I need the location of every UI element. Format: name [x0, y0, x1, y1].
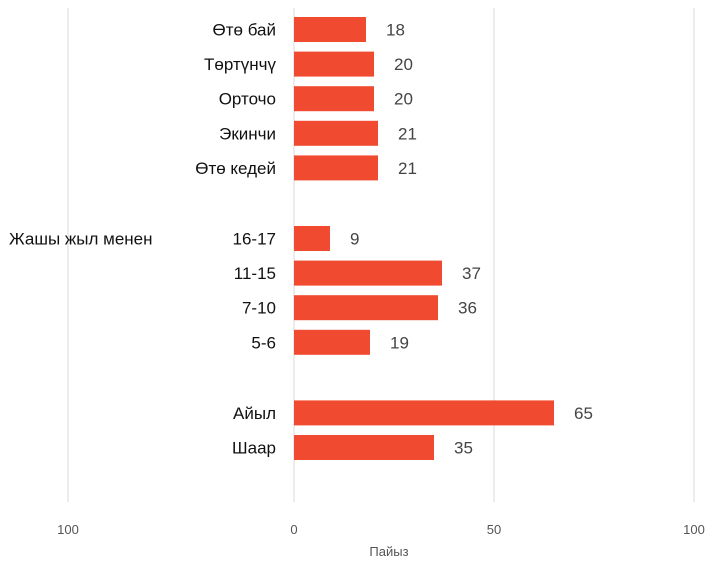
bar — [294, 17, 366, 42]
x-axis-ticks: 100 0 50 100 — [57, 522, 705, 537]
bar — [294, 51, 374, 77]
bar — [294, 120, 378, 146]
data-label: 19 — [390, 333, 409, 352]
data-label: 20 — [394, 55, 413, 74]
group-label: Жашы жыл менен — [9, 230, 153, 249]
category-label: Экинчи — [219, 124, 276, 143]
category-label: Шаар — [232, 439, 276, 458]
value-labels: 18 20 20 21 21 9 37 36 19 65 35 — [350, 21, 593, 458]
gridlines — [67, 8, 695, 502]
bars — [294, 17, 554, 460]
data-label: 35 — [454, 439, 473, 458]
category-label: Орточо — [219, 90, 276, 109]
bar — [294, 295, 438, 321]
bar — [294, 155, 378, 181]
category-label: Өтө кедей — [195, 159, 276, 178]
category-label: 11-15 — [234, 264, 276, 283]
bar — [294, 226, 330, 251]
data-label: 36 — [458, 299, 477, 318]
category-labels: Өтө бай Төртүнчү Орточо Экинчи Өтө кедей 16-1… — [195, 21, 276, 458]
data-label: 65 — [574, 404, 593, 423]
bar — [294, 329, 370, 355]
x-tick-label: 0 — [290, 522, 297, 537]
x-tick-label: 50 — [487, 522, 501, 537]
data-label: 21 — [398, 159, 417, 178]
group-labels: Жашы жыл менен — [9, 230, 153, 249]
category-label: Төртүнчү — [204, 55, 276, 74]
bar — [294, 435, 434, 460]
bar — [294, 260, 442, 286]
category-label: 7-10 — [242, 299, 276, 318]
data-label: 9 — [350, 230, 359, 249]
data-label: 20 — [394, 90, 413, 109]
data-label: 18 — [386, 21, 405, 40]
category-label: 16-17 — [233, 230, 276, 249]
category-label: 5-6 — [251, 333, 276, 352]
category-label: Өтө бай — [213, 21, 276, 40]
category-label: Айыл — [233, 404, 276, 423]
x-tick-label: 100 — [683, 522, 705, 537]
bar — [294, 86, 374, 112]
x-tick-label: 100 — [57, 522, 79, 537]
bar — [294, 400, 554, 426]
data-label: 21 — [398, 124, 417, 143]
x-axis-title: Пайыз — [369, 544, 408, 559]
data-label: 37 — [462, 264, 481, 283]
